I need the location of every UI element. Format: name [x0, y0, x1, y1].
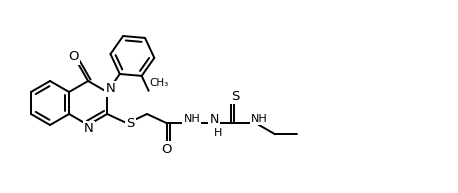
Text: NH: NH	[251, 114, 267, 124]
Text: O: O	[68, 50, 78, 63]
Text: N: N	[209, 113, 218, 126]
Text: O: O	[162, 143, 172, 156]
Text: NH: NH	[184, 114, 200, 124]
Text: H: H	[214, 128, 222, 138]
Text: S: S	[126, 117, 134, 130]
Text: N: N	[105, 82, 115, 96]
Text: S: S	[231, 90, 239, 103]
Text: N: N	[84, 123, 94, 135]
Text: CH₃: CH₃	[150, 78, 169, 88]
